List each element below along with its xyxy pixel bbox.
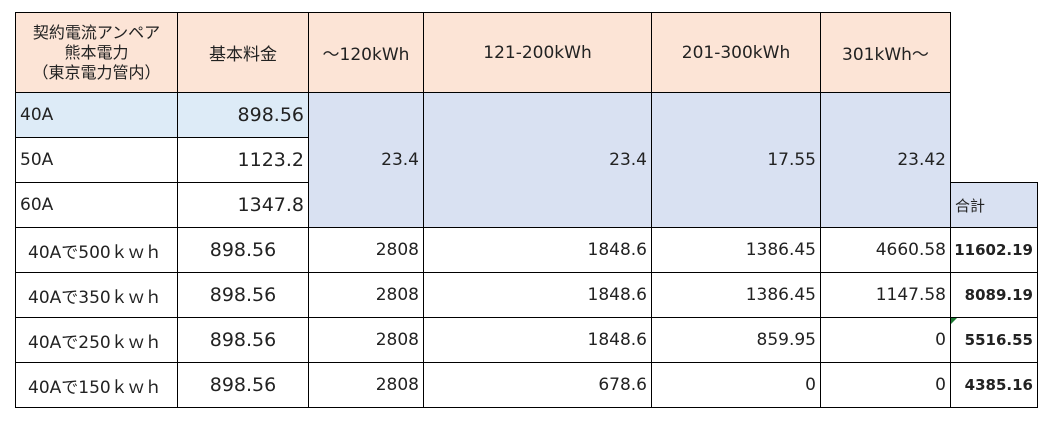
amount: 898.56 xyxy=(177,362,309,408)
total-header: 合計 xyxy=(950,182,1038,228)
corner-line: 熊本電力 xyxy=(64,42,129,62)
amount: 0 xyxy=(820,317,951,363)
total: 11602.19 xyxy=(950,227,1038,273)
column-header: 301kWh～ xyxy=(820,12,951,93)
corner-header: 契約電流アンペア 熊本電力 （東京電力管内） xyxy=(15,12,178,93)
cell-marker xyxy=(951,318,957,324)
unit-price: 17.55 xyxy=(651,92,821,228)
amount: 678.6 xyxy=(423,362,652,408)
amount: 1848.6 xyxy=(423,272,652,318)
column-header: ～120kWh xyxy=(308,12,424,93)
base-fee: 1123.2 xyxy=(177,137,309,183)
amount: 2808 xyxy=(308,227,424,273)
amount: 898.56 xyxy=(177,227,309,273)
corner-line: 契約電流アンペア xyxy=(32,22,161,42)
amount: 0 xyxy=(651,362,821,408)
amount: 1147.58 xyxy=(820,272,951,318)
total: 4385.16 xyxy=(950,362,1038,408)
column-header: 121-200kWh xyxy=(423,12,652,93)
amount: 859.95 xyxy=(651,317,821,363)
total: 5516.55 xyxy=(950,317,1038,363)
amount: 898.56 xyxy=(177,272,309,318)
unit-price: 23.4 xyxy=(423,92,652,228)
base-fee: 898.56 xyxy=(177,92,309,138)
row-label: 40Aで500ｋｗｈ xyxy=(15,227,178,273)
amount: 1848.6 xyxy=(423,227,652,273)
row-label: 40Aで250ｋｗｈ xyxy=(15,317,178,363)
base-fee: 1347.8 xyxy=(177,182,309,228)
amount: 4660.58 xyxy=(820,227,951,273)
amount: 0 xyxy=(820,362,951,408)
amount: 2808 xyxy=(308,272,424,318)
amount: 1386.45 xyxy=(651,227,821,273)
amount: 1848.6 xyxy=(423,317,652,363)
row-label: 40Aで350ｋｗｈ xyxy=(15,272,178,318)
ampere: 60A xyxy=(15,182,178,228)
ampere: 50A xyxy=(15,137,178,183)
amount: 898.56 xyxy=(177,317,309,363)
total: 8089.19 xyxy=(950,272,1038,318)
column-header: 基本料金 xyxy=(177,12,309,93)
ampere: 40A xyxy=(15,92,178,138)
unit-price: 23.4 xyxy=(308,92,424,228)
amount: 1386.45 xyxy=(651,272,821,318)
row-label: 40Aで150ｋｗｈ xyxy=(15,362,178,408)
column-header: 201-300kWh xyxy=(651,12,821,93)
amount: 2808 xyxy=(308,317,424,363)
unit-price: 23.42 xyxy=(820,92,951,228)
corner-line: （東京電力管内） xyxy=(32,62,161,82)
amount: 2808 xyxy=(308,362,424,408)
